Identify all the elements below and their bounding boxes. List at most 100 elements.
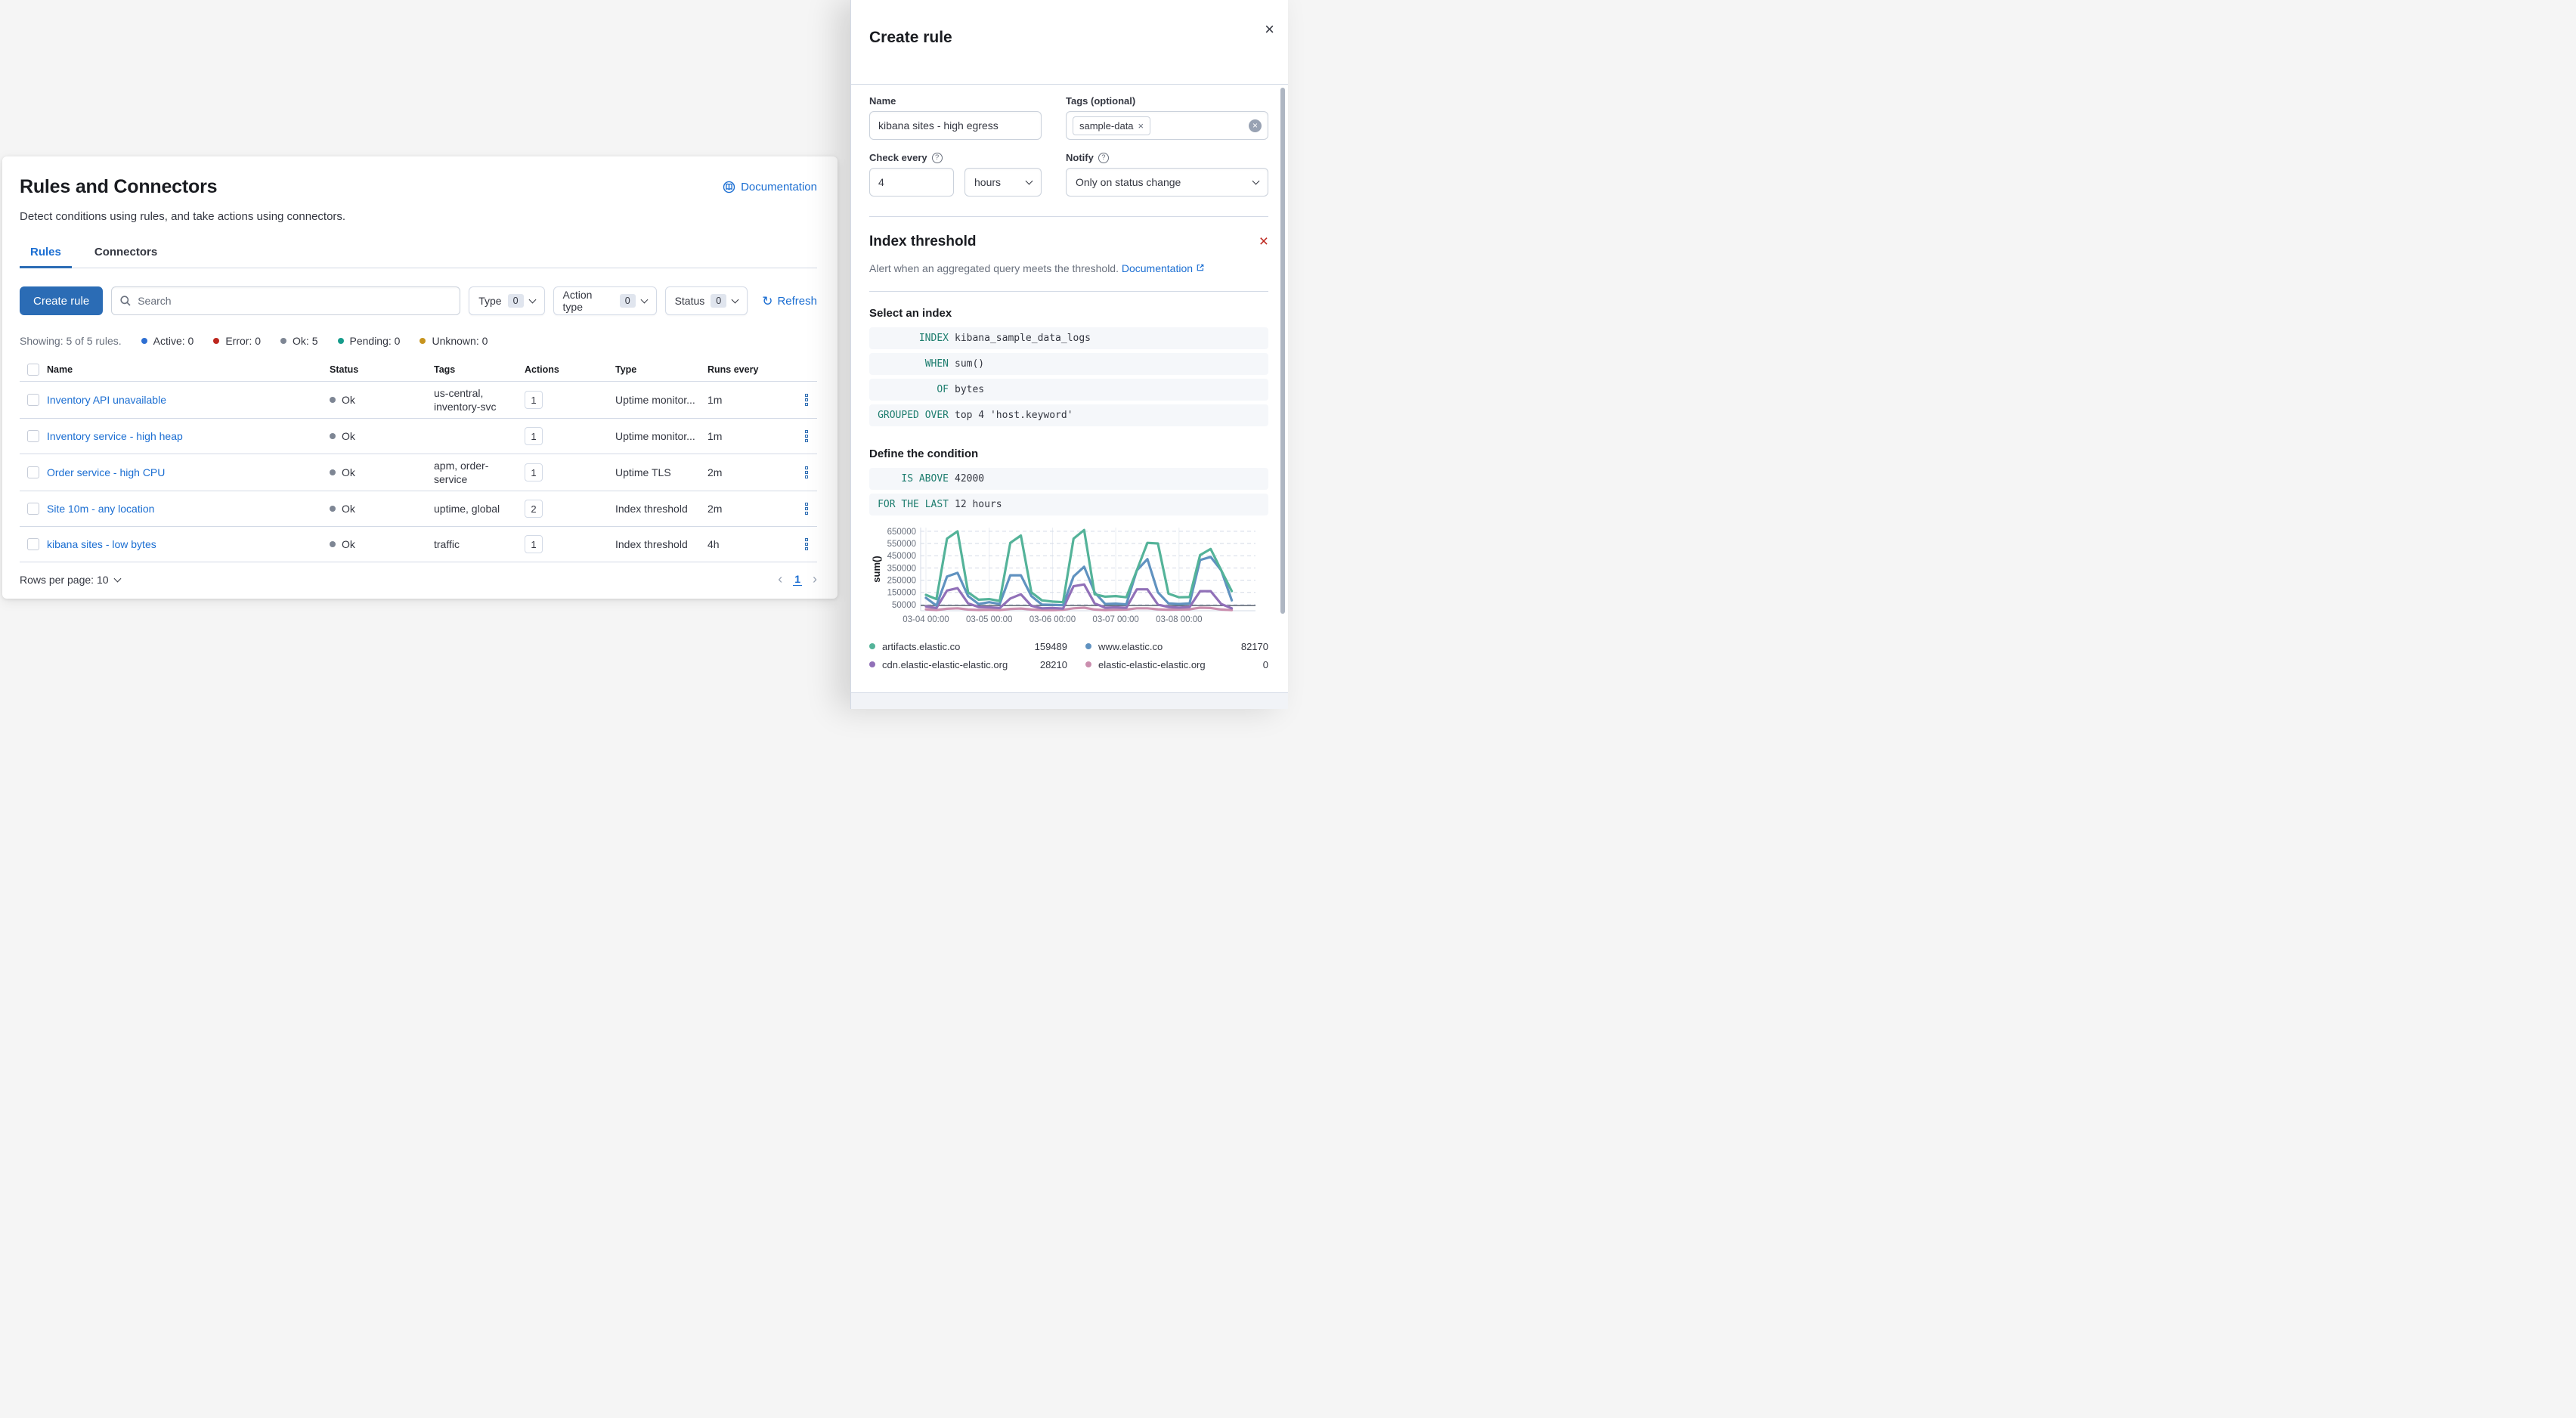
- rule-runs-every: 1m: [707, 430, 723, 442]
- filter-action-type[interactable]: Action type 0: [553, 286, 657, 315]
- tab-rules[interactable]: Rules: [20, 240, 72, 268]
- rule-runs-every: 2m: [707, 503, 723, 515]
- rule-status: Ok: [342, 503, 355, 515]
- svg-text:250000: 250000: [887, 577, 916, 586]
- check-every-help-icon[interactable]: ?: [931, 152, 943, 163]
- expression-grouped-over[interactable]: GROUPED OVER top 4 'host.keyword': [869, 404, 1268, 426]
- search-box[interactable]: [111, 286, 461, 315]
- expression-is-above[interactable]: IS ABOVE 42000: [869, 468, 1268, 490]
- chevron-down-icon: [640, 296, 649, 304]
- remove-tag-icon[interactable]: ×: [1138, 119, 1144, 132]
- chevron-down-icon: [731, 296, 739, 304]
- status-dot: [330, 469, 336, 475]
- notify-select[interactable]: Only on status change: [1066, 168, 1268, 197]
- row-actions-menu-icon[interactable]: [805, 430, 808, 442]
- check-every-unit-select[interactable]: hours: [964, 168, 1042, 197]
- row-checkbox[interactable]: [27, 430, 39, 442]
- svg-text:03-04 00:00: 03-04 00:00: [903, 615, 949, 624]
- prev-page-button[interactable]: ‹: [778, 571, 783, 587]
- table-body: Inventory API unavailable Ok us-central,…: [20, 382, 817, 562]
- row-actions-menu-icon[interactable]: [805, 466, 808, 478]
- search-icon: [119, 295, 132, 307]
- col-actions: Actions: [525, 364, 559, 375]
- row-actions-menu-icon[interactable]: [805, 503, 808, 515]
- legend-item[interactable]: elastic-elastic-elastic.org 0: [1085, 655, 1268, 673]
- legend-item[interactable]: artifacts.elastic.co 159489: [869, 637, 1067, 655]
- rule-name-input[interactable]: [869, 111, 1042, 140]
- tabs: Rules Connectors: [20, 240, 817, 268]
- row-actions-menu-icon[interactable]: [805, 394, 808, 406]
- filter-status[interactable]: Status 0: [664, 286, 748, 315]
- close-icon[interactable]: ×: [1265, 20, 1274, 39]
- rows-per-page-selector[interactable]: Rows per page: 10: [20, 574, 121, 586]
- create-rule-flyout: Create rule × Name Tags (optional) sampl…: [850, 0, 1288, 709]
- documentation-icon: [723, 181, 735, 194]
- chevron-down-icon: [1025, 177, 1033, 185]
- create-rule-button[interactable]: Create rule: [20, 286, 104, 315]
- index-expression: INDEX kibana_sample_data_logs WHEN sum() OF b…: [869, 327, 1268, 426]
- page-subtitle: Detect conditions using rules, and take …: [20, 210, 346, 223]
- rule-type-documentation-link[interactable]: Documentation: [1122, 262, 1205, 274]
- next-page-button[interactable]: ›: [813, 571, 817, 587]
- row-checkbox[interactable]: [27, 466, 39, 478]
- status-dot: [330, 433, 336, 439]
- rule-name-link[interactable]: Inventory API unavailable: [47, 394, 166, 406]
- tags-label: Tags (optional): [1066, 95, 1136, 107]
- chevron-down-icon: [528, 296, 536, 304]
- refresh-label: Refresh: [777, 294, 817, 308]
- rule-name-link[interactable]: Order service - high CPU: [47, 466, 166, 478]
- rules-table: Name Status Tags Actions Type Runs every…: [20, 358, 817, 562]
- name-label: Name: [869, 95, 896, 107]
- condition-expression: IS ABOVE 42000 FOR THE LAST 12 hours: [869, 468, 1268, 515]
- refresh-button[interactable]: ↻ Refresh: [762, 295, 817, 308]
- expression-index[interactable]: INDEX kibana_sample_data_logs: [869, 327, 1268, 349]
- legend-item[interactable]: www.elastic.co 82170: [1085, 637, 1268, 655]
- expression-of[interactable]: OF bytes: [869, 379, 1268, 401]
- row-checkbox[interactable]: [27, 394, 39, 406]
- svg-text:150000: 150000: [887, 589, 916, 598]
- status-summary-item: Error: 0: [213, 335, 261, 347]
- remove-rule-type-icon[interactable]: ×: [1259, 233, 1268, 250]
- check-every-label: Check every: [869, 152, 927, 163]
- rule-type: Index threshold: [615, 503, 688, 515]
- filter-count-badge: 0: [619, 294, 636, 308]
- filter-type[interactable]: Type 0: [469, 286, 545, 315]
- rule-type: Uptime monitor...: [615, 394, 695, 406]
- row-checkbox[interactable]: [27, 538, 39, 550]
- svg-text:50000: 50000: [892, 601, 916, 610]
- status-dot: [337, 338, 344, 344]
- table-row: Inventory service - high heap Ok 1 Uptim…: [20, 419, 817, 454]
- status-summary-item: Pending: 0: [337, 335, 400, 347]
- select-all-checkbox[interactable]: [27, 363, 39, 376]
- notify-help-icon[interactable]: ?: [1098, 152, 1109, 163]
- legend-item[interactable]: cdn.elastic-elastic-elastic.org 28210: [869, 655, 1067, 673]
- threshold-preview-chart: 03-04 00:00 03-05 00:00 03-06 00:00 03-07 0…: [869, 522, 1268, 630]
- clear-tags-icon[interactable]: ×: [1249, 119, 1262, 132]
- rule-name-link[interactable]: Inventory service - high heap: [47, 430, 183, 442]
- rule-type: Uptime monitor...: [615, 430, 695, 442]
- page-number[interactable]: 1: [793, 573, 802, 586]
- tag-chip[interactable]: sample-data ×: [1073, 116, 1151, 135]
- row-checkbox[interactable]: [27, 503, 39, 515]
- svg-text:450000: 450000: [887, 552, 916, 561]
- rule-name-link[interactable]: kibana sites - low bytes: [47, 538, 156, 550]
- documentation-link[interactable]: Documentation: [723, 181, 817, 194]
- rule-status: Ok: [342, 394, 355, 406]
- flyout-scrollbar[interactable]: [1280, 88, 1285, 614]
- rule-name-link[interactable]: Site 10m - any location: [47, 503, 155, 515]
- svg-text:650000: 650000: [887, 528, 916, 537]
- col-type: Type: [615, 364, 637, 375]
- expression-when[interactable]: WHEN sum(): [869, 353, 1268, 375]
- svg-text:03-07 00:00: 03-07 00:00: [1092, 615, 1138, 624]
- check-every-value-input[interactable]: [869, 168, 954, 197]
- external-link-icon: [1196, 262, 1205, 274]
- chart-legend: artifacts.elastic.co 159489 www.elastic.co…: [869, 637, 1268, 673]
- expression-for-the-last[interactable]: FOR THE LAST 12 hours: [869, 494, 1268, 515]
- rule-type-description: Alert when an aggregated query meets the…: [869, 262, 1119, 274]
- row-actions-menu-icon[interactable]: [805, 538, 808, 550]
- actions-count-badge: 1: [525, 463, 543, 481]
- tab-connectors[interactable]: Connectors: [94, 246, 158, 259]
- status-summary-item: Ok: 5: [280, 335, 318, 347]
- tags-field[interactable]: sample-data × ×: [1066, 111, 1268, 140]
- search-input[interactable]: [138, 295, 453, 307]
